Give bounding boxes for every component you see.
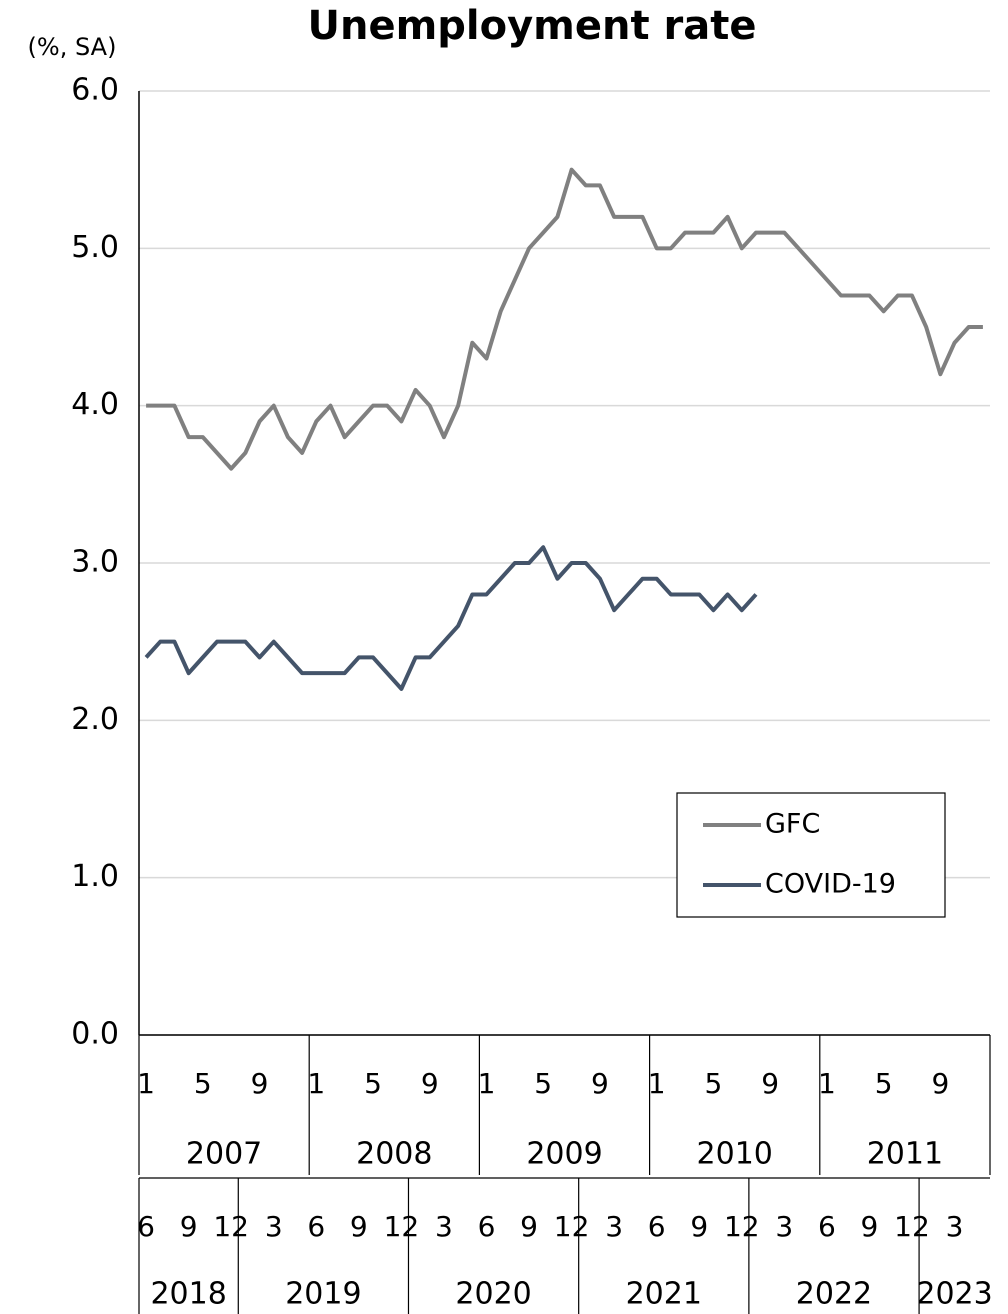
x2-tick-label: 9 [180, 1210, 198, 1243]
series-line [146, 167, 983, 471]
x-group-label: 2010 [697, 1137, 773, 1172]
x-group-label: 2008 [356, 1137, 432, 1172]
chart-title: Unemployment rate [308, 3, 757, 49]
x2-tick-label: 12 [894, 1210, 930, 1243]
x2-group-label: 2022 [796, 1277, 872, 1312]
x2-tick-label: 9 [690, 1210, 708, 1243]
x-tick-label: 5 [875, 1067, 893, 1100]
x2-group-label: 2018 [150, 1277, 226, 1312]
x2-tick-label: 6 [648, 1210, 666, 1243]
y-axis-label: (%, SA) [28, 33, 117, 61]
x-tick-label: 5 [194, 1067, 212, 1100]
x2-tick-label: 9 [350, 1210, 368, 1243]
x2-tick-label: 3 [605, 1210, 623, 1243]
y-tick-label: 4.0 [71, 387, 119, 422]
x2-tick-label: 6 [307, 1210, 325, 1243]
x2-tick-label: 3 [946, 1210, 964, 1243]
x2-tick-label: 3 [775, 1210, 793, 1243]
x2-tick-label: 12 [554, 1210, 590, 1243]
legend-box [676, 792, 946, 918]
x-tick-label: 1 [648, 1067, 666, 1100]
x2-tick-label: 3 [435, 1210, 453, 1243]
x-group-label: 2007 [186, 1137, 262, 1172]
x2-tick-label: 6 [478, 1210, 496, 1243]
x-tick-label: 1 [137, 1067, 155, 1100]
y-tick-label: 6.0 [71, 73, 119, 108]
x-tick-label: 5 [364, 1067, 382, 1100]
x2-group-label: 2023 [916, 1277, 992, 1312]
x2-tick-label: 6 [818, 1210, 836, 1243]
x-tick-label: 1 [478, 1067, 496, 1100]
x2-group-label: 2021 [626, 1277, 702, 1312]
x-group-label: 2009 [526, 1137, 602, 1172]
x-tick-label: 9 [761, 1067, 779, 1100]
legend-label: GFC [765, 809, 820, 840]
y-tick-label: 3.0 [71, 545, 119, 580]
x2-tick-label: 9 [520, 1210, 538, 1243]
x2-tick-label: 6 [137, 1210, 155, 1243]
y-tick-label: 2.0 [71, 702, 119, 737]
x2-group-label: 2020 [455, 1277, 531, 1312]
x-tick-label: 5 [705, 1067, 723, 1100]
series-line [144, 545, 758, 691]
legend-label: COVID-19 [765, 869, 896, 900]
x-tick-label: 1 [307, 1067, 325, 1100]
x2-tick-label: 9 [861, 1210, 879, 1243]
x-tick-label: 1 [818, 1067, 836, 1100]
y-tick-label: 0.0 [71, 1017, 119, 1052]
x2-group-label: 2019 [285, 1277, 361, 1312]
x-tick-label: 9 [931, 1067, 949, 1100]
x2-tick-label: 12 [213, 1210, 249, 1243]
x-tick-label: 9 [251, 1067, 269, 1100]
x-group-label: 2011 [867, 1137, 943, 1172]
x2-tick-label: 3 [265, 1210, 283, 1243]
x2-tick-label: 12 [724, 1210, 760, 1243]
x-tick-label: 9 [421, 1067, 439, 1100]
x-tick-label: 9 [591, 1067, 609, 1100]
y-tick-label: 1.0 [71, 859, 119, 894]
x-tick-label: 5 [534, 1067, 552, 1100]
y-tick-label: 5.0 [71, 230, 119, 265]
x2-tick-label: 12 [384, 1210, 420, 1243]
